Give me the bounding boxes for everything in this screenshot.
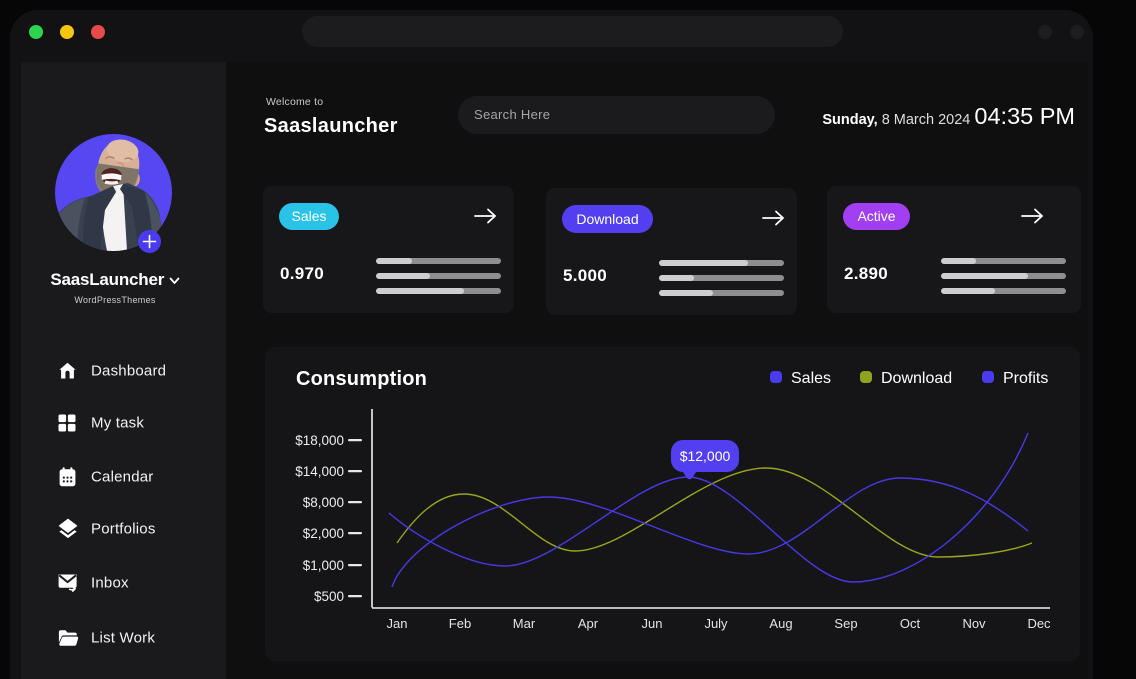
svg-text:Mar: Mar [513,616,536,631]
svg-text:Aug: Aug [769,616,792,631]
svg-text:$500: $500 [314,589,344,604]
svg-text:Apr: Apr [578,616,599,631]
svg-text:Feb: Feb [449,616,471,631]
svg-text:July: July [704,616,728,631]
svg-text:$1,000: $1,000 [303,558,344,573]
svg-text:$8,000: $8,000 [303,495,344,510]
svg-text:Jan: Jan [387,616,408,631]
svg-text:Nov: Nov [962,616,986,631]
svg-text:Jun: Jun [642,616,663,631]
svg-text:Dec: Dec [1027,616,1051,631]
svg-text:$12,000: $12,000 [680,448,731,464]
svg-text:Oct: Oct [900,616,921,631]
svg-text:$18,000: $18,000 [295,433,344,448]
svg-text:$2,000: $2,000 [303,526,344,541]
svg-text:Sep: Sep [834,616,857,631]
svg-text:$14,000: $14,000 [295,464,344,479]
